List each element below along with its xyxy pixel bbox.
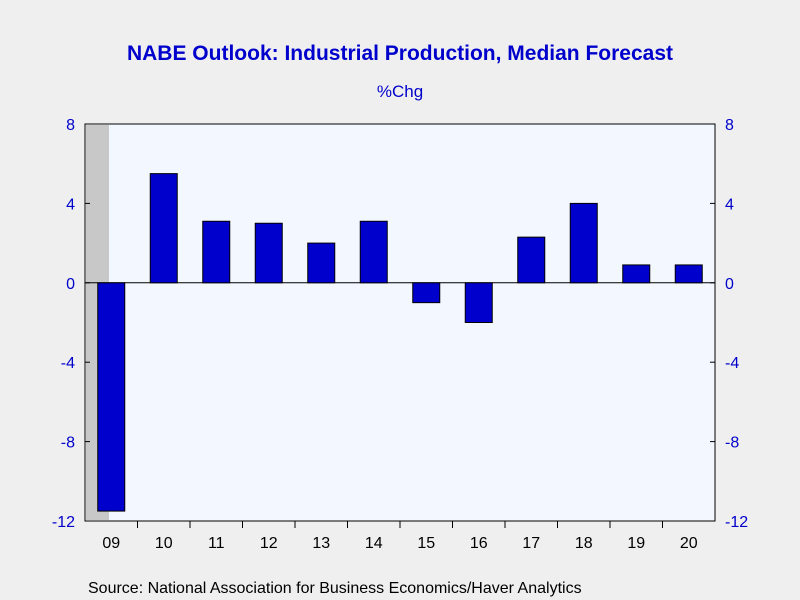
y-tick-label-left: -12 [52, 514, 75, 531]
y-tick-label-right: 8 [725, 117, 734, 134]
x-tick-label-17: 17 [522, 535, 540, 552]
bars [97, 173, 703, 512]
x-tick-label-11: 11 [208, 535, 225, 552]
x-tick-label-10: 10 [155, 535, 173, 552]
y-tick-label-right: 0 [725, 276, 734, 293]
bar-19 [622, 264, 651, 284]
chart-subtitle: %Chg [377, 82, 423, 101]
y-tick-label-left: -4 [61, 355, 75, 372]
chart-title: NABE Outlook: Industrial Production, Med… [127, 42, 673, 65]
x-tick-label-16: 16 [470, 535, 488, 552]
plot-area [85, 124, 715, 521]
bar-13 [307, 242, 336, 284]
x-tick-label-12: 12 [260, 535, 278, 552]
x-tick-label-14: 14 [365, 535, 383, 552]
bar-12 [254, 222, 283, 284]
bar-15 [412, 282, 441, 304]
bar-14 [359, 220, 388, 284]
bar-20 [674, 264, 703, 284]
x-tick-label-15: 15 [417, 535, 435, 552]
y-tick-label-left: 8 [66, 117, 75, 134]
bar-10 [149, 173, 178, 284]
y-tick-label-left: -8 [61, 435, 75, 452]
y-tick-label-left: 4 [66, 196, 75, 213]
x-tick-label-09: 09 [102, 535, 120, 552]
x-tick-label-13: 13 [312, 535, 330, 552]
x-tick-label-19: 19 [627, 535, 645, 552]
bar-18 [569, 202, 598, 284]
y-tick-label-right: 4 [725, 196, 734, 213]
bar-17 [517, 236, 546, 284]
y-tick-label-left: 0 [66, 276, 75, 293]
x-tick-label-18: 18 [575, 535, 593, 552]
x-tick-label-20: 20 [680, 535, 698, 552]
bar-11 [202, 220, 231, 284]
axes: 8 8 4 4 0 0 -4 -4 -8 -8 -12 -12 09 10 11 12 13 14 15 16 17 18… [52, 117, 748, 552]
y-tick-label-right: -12 [725, 514, 748, 531]
source-note: Source: National Association for Busines… [88, 580, 582, 597]
bar-16 [464, 282, 493, 323]
bar-09 [97, 282, 126, 512]
y-tick-label-right: -4 [725, 355, 739, 372]
y-tick-label-right: -8 [725, 435, 739, 452]
